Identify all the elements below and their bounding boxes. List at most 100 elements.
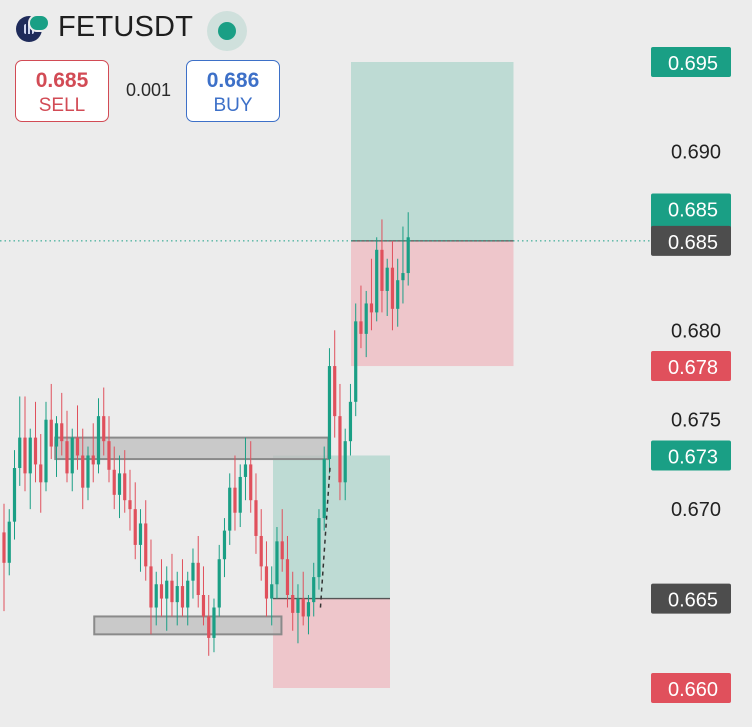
candle-body bbox=[264, 566, 269, 599]
currency-badge-icon bbox=[28, 14, 50, 32]
candle-body bbox=[364, 303, 368, 334]
candle-body bbox=[107, 441, 111, 470]
sell-button[interactable]: 0.685 SELL bbox=[15, 60, 109, 122]
market-status-indicator[interactable] bbox=[207, 11, 247, 51]
position-0-profit-zone bbox=[351, 62, 514, 241]
candle-body bbox=[249, 464, 253, 501]
candle-body bbox=[81, 455, 85, 488]
price-tag-label: 0.695 bbox=[668, 53, 718, 75]
candle-body bbox=[228, 487, 232, 531]
candle-body bbox=[217, 559, 221, 608]
y-axis-tick: 0.670 bbox=[671, 499, 721, 521]
spread-value: 0.001 bbox=[126, 80, 172, 100]
candle-body bbox=[343, 441, 347, 483]
candle-body bbox=[291, 594, 295, 613]
resistance-zone bbox=[54, 436, 330, 461]
candle-body bbox=[322, 459, 326, 519]
candle-body bbox=[133, 509, 137, 545]
candle-body bbox=[312, 577, 316, 603]
y-axis-tick: 0.680 bbox=[671, 320, 721, 342]
candle-body bbox=[196, 562, 200, 595]
y-axis-tick: 0.690 bbox=[671, 141, 721, 163]
position-1-loss-zone bbox=[273, 598, 390, 688]
candle-body bbox=[317, 518, 321, 578]
candle-body bbox=[60, 423, 64, 442]
candle-body bbox=[380, 249, 384, 291]
price-tag-6 bbox=[651, 673, 731, 703]
candle-body bbox=[75, 437, 80, 456]
candle-body bbox=[44, 419, 48, 483]
candle-body bbox=[7, 521, 11, 563]
price-tag-label: 0.673 bbox=[668, 446, 718, 468]
candle-body bbox=[259, 535, 263, 567]
candle-body bbox=[270, 584, 274, 599]
candle-body bbox=[201, 594, 206, 617]
y-axis-tick: 0.675 bbox=[671, 410, 721, 432]
symbol-header: FETUSDT 0.685 SELL 0.001 0.686 BUY bbox=[0, 0, 752, 130]
candle-body bbox=[112, 469, 116, 495]
buy-button[interactable]: 0.686 BUY bbox=[186, 60, 280, 122]
candle-body bbox=[301, 598, 305, 617]
candle-body bbox=[86, 455, 90, 488]
symbol-name[interactable]: FETUSDT bbox=[58, 11, 194, 43]
candle-body bbox=[91, 455, 95, 465]
candle-body bbox=[2, 532, 6, 563]
candle-body bbox=[18, 437, 22, 469]
price-tag-label: 0.660 bbox=[668, 679, 718, 701]
candle-body bbox=[207, 616, 211, 638]
candle-body bbox=[375, 249, 379, 313]
candle-body bbox=[12, 468, 17, 522]
candle-body bbox=[159, 584, 164, 599]
candle-body bbox=[327, 366, 332, 460]
candle-body bbox=[54, 423, 59, 447]
candle-body bbox=[280, 541, 284, 560]
candle-body bbox=[165, 580, 169, 599]
candle-body bbox=[222, 530, 227, 560]
candle-body bbox=[333, 366, 337, 417]
candle-body bbox=[306, 602, 311, 617]
candle-body bbox=[243, 464, 248, 477]
candle-body bbox=[359, 321, 363, 334]
candle-body bbox=[180, 586, 185, 608]
candle-body bbox=[102, 416, 106, 442]
candle-body bbox=[65, 441, 69, 474]
candle-body bbox=[191, 562, 195, 581]
candle-body bbox=[154, 584, 158, 608]
buy-label: BUY bbox=[213, 95, 253, 116]
candle-body bbox=[149, 566, 153, 608]
candle-body bbox=[128, 500, 132, 510]
candle-body bbox=[396, 280, 400, 309]
candle-body bbox=[96, 416, 101, 465]
candle-body bbox=[138, 523, 143, 545]
candle-body bbox=[238, 476, 242, 513]
status-dot-icon bbox=[218, 22, 236, 40]
candle-body bbox=[117, 473, 122, 495]
candle-body bbox=[70, 437, 74, 474]
sell-price: 0.685 bbox=[35, 69, 89, 92]
candle-body bbox=[186, 580, 190, 608]
price-tag-label: 0.685 bbox=[668, 232, 718, 254]
candle-body bbox=[254, 500, 258, 536]
candle-body bbox=[338, 416, 342, 483]
candle-body bbox=[390, 267, 395, 309]
price-tag-label: 0.665 bbox=[668, 590, 718, 612]
candle-body bbox=[23, 437, 27, 474]
candle-body bbox=[348, 401, 353, 442]
price-tag-3 bbox=[651, 351, 731, 382]
buy-price: 0.686 bbox=[206, 69, 260, 92]
price-tag-4 bbox=[651, 440, 731, 471]
candle-body bbox=[354, 321, 358, 402]
candle-body bbox=[233, 487, 237, 513]
candle-body bbox=[175, 586, 179, 603]
price-tag-label: 0.685 bbox=[668, 199, 718, 221]
candle-body bbox=[212, 607, 216, 638]
candle-body bbox=[49, 419, 53, 447]
candle-body bbox=[28, 437, 32, 474]
price-tag-5 bbox=[651, 583, 731, 614]
price-tag-label: 0.678 bbox=[668, 357, 718, 379]
candle-body bbox=[170, 580, 174, 603]
candle-body bbox=[385, 267, 389, 291]
candle-body bbox=[285, 559, 290, 595]
candle-body bbox=[369, 303, 374, 313]
